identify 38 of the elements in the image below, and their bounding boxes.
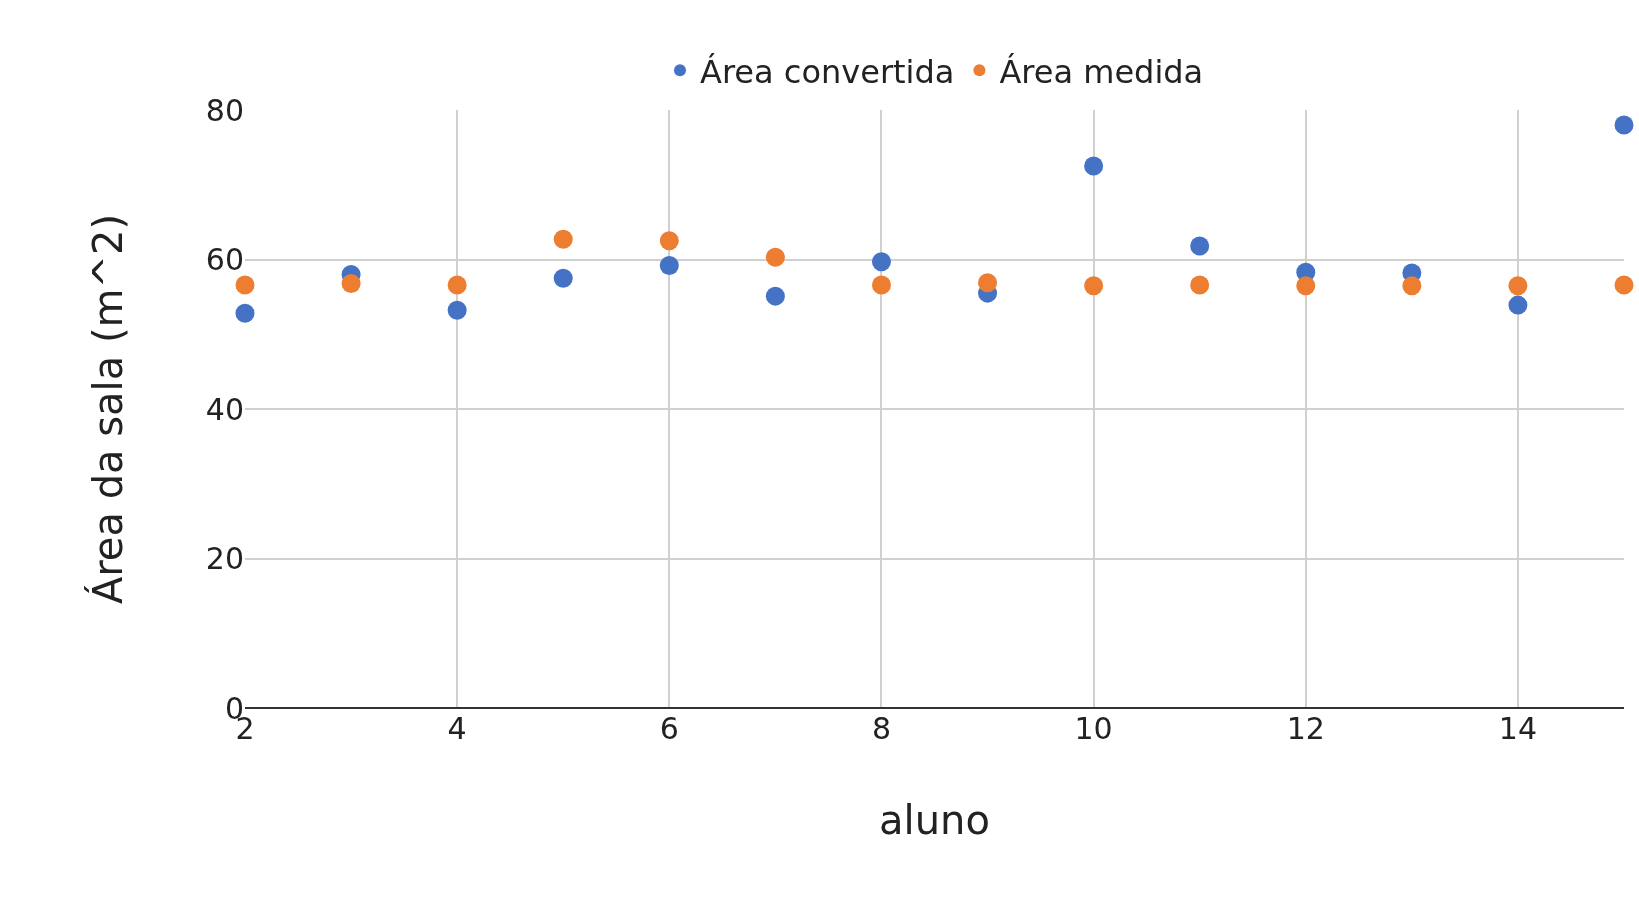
legend-label: Área convertida	[700, 52, 955, 91]
point	[659, 231, 679, 251]
point	[553, 268, 573, 288]
y-axis-title: Área da sala (m^2)	[84, 213, 132, 605]
point	[1190, 236, 1210, 256]
point	[1614, 275, 1634, 295]
point	[1296, 276, 1316, 296]
point	[235, 275, 255, 295]
x-tick-label: 12	[1286, 711, 1325, 746]
point	[1084, 276, 1104, 296]
point	[1402, 276, 1422, 296]
x-tick-label: 4	[447, 711, 467, 746]
point	[1084, 156, 1104, 176]
x-axis-title: aluno	[879, 796, 990, 843]
point	[659, 255, 679, 275]
point	[1190, 275, 1210, 295]
y-tick-label: 60	[205, 242, 244, 277]
point	[978, 273, 998, 293]
legend-label: Área medida	[999, 52, 1204, 91]
y-tick-label: 20	[205, 541, 244, 576]
point	[553, 229, 573, 249]
point	[765, 247, 785, 267]
x-tick-label: 10	[1074, 711, 1113, 746]
x-tick-label: 14	[1498, 711, 1538, 746]
point	[447, 300, 467, 320]
point	[447, 275, 467, 295]
x-tick-label: 6	[659, 711, 679, 746]
point	[871, 275, 891, 295]
point	[1508, 276, 1528, 296]
point	[341, 273, 361, 293]
point	[1508, 295, 1528, 315]
point	[871, 252, 891, 272]
point	[1614, 115, 1634, 135]
point	[765, 286, 785, 306]
y-tick-label: 40	[205, 391, 244, 427]
y-tick-label: 80	[205, 92, 244, 128]
x-tick-label: 8	[871, 711, 892, 746]
point	[235, 303, 255, 323]
